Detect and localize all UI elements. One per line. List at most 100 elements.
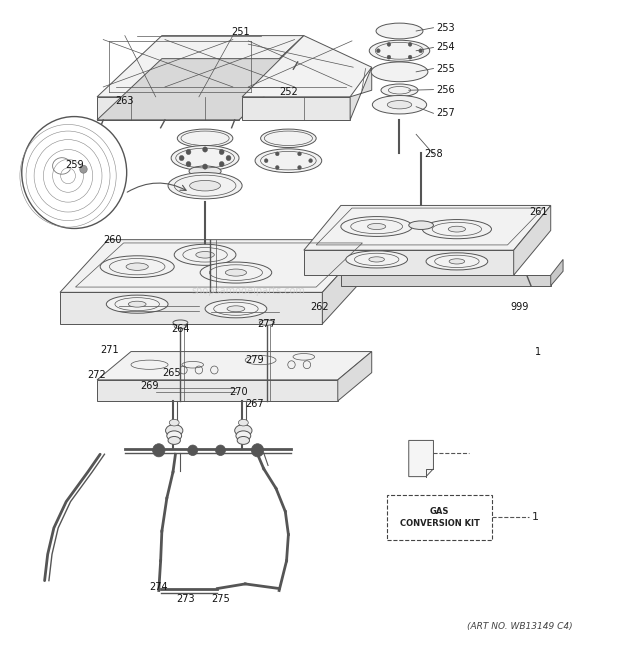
Polygon shape: [242, 36, 372, 97]
Text: 275: 275: [211, 594, 230, 604]
Circle shape: [298, 165, 301, 169]
Circle shape: [419, 49, 422, 53]
Text: 262: 262: [310, 303, 329, 313]
Text: 265: 265: [162, 368, 180, 378]
Circle shape: [188, 445, 198, 455]
Circle shape: [226, 155, 231, 161]
Ellipse shape: [200, 262, 272, 283]
Polygon shape: [60, 292, 322, 324]
Circle shape: [186, 149, 191, 155]
Ellipse shape: [373, 96, 427, 114]
Ellipse shape: [190, 180, 221, 191]
Ellipse shape: [381, 84, 418, 97]
Ellipse shape: [449, 258, 464, 264]
Text: (ART NO. WB13149 C4): (ART NO. WB13149 C4): [467, 622, 573, 631]
Text: 259: 259: [65, 159, 84, 170]
Ellipse shape: [166, 424, 183, 436]
Ellipse shape: [171, 145, 239, 171]
Ellipse shape: [189, 166, 221, 176]
Circle shape: [203, 164, 208, 169]
Text: 263: 263: [115, 97, 134, 106]
Circle shape: [216, 445, 226, 455]
Ellipse shape: [205, 299, 267, 318]
Circle shape: [153, 444, 165, 457]
Polygon shape: [97, 380, 338, 401]
Ellipse shape: [235, 424, 252, 436]
Circle shape: [179, 155, 184, 161]
Ellipse shape: [369, 257, 384, 262]
Polygon shape: [338, 352, 372, 401]
FancyBboxPatch shape: [387, 495, 492, 540]
Ellipse shape: [260, 129, 316, 147]
Ellipse shape: [341, 217, 412, 237]
Polygon shape: [304, 206, 551, 251]
Text: 999: 999: [511, 303, 529, 313]
Ellipse shape: [128, 301, 146, 307]
Polygon shape: [409, 440, 433, 477]
Text: 260: 260: [104, 235, 122, 245]
Ellipse shape: [368, 223, 386, 229]
Ellipse shape: [174, 325, 187, 329]
Text: 252: 252: [279, 87, 298, 97]
Circle shape: [251, 444, 264, 457]
Ellipse shape: [126, 263, 148, 270]
Ellipse shape: [168, 173, 242, 199]
Ellipse shape: [371, 62, 428, 82]
Ellipse shape: [168, 436, 180, 444]
Text: GAS
CONVERSION KIT: GAS CONVERSION KIT: [400, 507, 479, 528]
Polygon shape: [322, 240, 371, 324]
Circle shape: [264, 159, 268, 163]
Circle shape: [219, 149, 224, 155]
Ellipse shape: [173, 320, 188, 325]
Circle shape: [376, 49, 380, 53]
Ellipse shape: [169, 419, 179, 426]
Ellipse shape: [426, 253, 488, 270]
Ellipse shape: [225, 269, 247, 276]
Circle shape: [387, 55, 391, 59]
Polygon shape: [514, 206, 551, 275]
Polygon shape: [304, 251, 514, 275]
Ellipse shape: [255, 149, 322, 173]
Ellipse shape: [100, 256, 174, 278]
Polygon shape: [341, 275, 551, 286]
Ellipse shape: [346, 251, 407, 268]
Circle shape: [275, 152, 279, 156]
Text: shopsamodelparts.com: shopsamodelparts.com: [192, 286, 305, 296]
Text: 267: 267: [245, 399, 264, 409]
Text: 277: 277: [257, 319, 276, 329]
Ellipse shape: [259, 320, 274, 325]
Circle shape: [186, 161, 191, 167]
Circle shape: [298, 152, 301, 156]
Circle shape: [408, 42, 412, 46]
Ellipse shape: [237, 436, 249, 444]
Text: 1: 1: [532, 512, 539, 522]
Text: 257: 257: [436, 108, 455, 118]
Ellipse shape: [409, 221, 433, 229]
Polygon shape: [97, 36, 304, 97]
Ellipse shape: [370, 40, 430, 61]
Ellipse shape: [236, 431, 250, 441]
Ellipse shape: [177, 129, 233, 147]
Polygon shape: [350, 67, 372, 120]
Circle shape: [408, 55, 412, 59]
Circle shape: [203, 147, 208, 152]
Polygon shape: [239, 36, 304, 120]
Text: 264: 264: [171, 324, 190, 334]
Polygon shape: [97, 352, 372, 380]
Polygon shape: [97, 59, 304, 120]
Ellipse shape: [106, 295, 168, 313]
Text: 271: 271: [100, 345, 118, 355]
Polygon shape: [97, 97, 239, 120]
Ellipse shape: [376, 23, 423, 39]
Text: 261: 261: [529, 207, 547, 217]
Circle shape: [309, 159, 312, 163]
Text: 272: 272: [87, 370, 107, 380]
Ellipse shape: [167, 431, 182, 441]
Text: 270: 270: [229, 387, 249, 397]
Ellipse shape: [448, 226, 466, 232]
Text: 256: 256: [436, 85, 455, 95]
Ellipse shape: [227, 306, 245, 312]
Circle shape: [80, 165, 87, 173]
Text: 255: 255: [436, 63, 455, 73]
Text: 269: 269: [140, 381, 159, 391]
